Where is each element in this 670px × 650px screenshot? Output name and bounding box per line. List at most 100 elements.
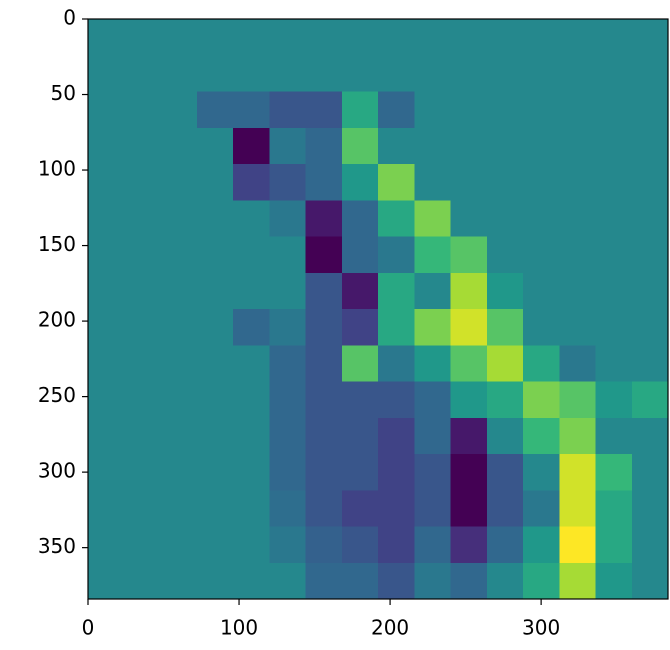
heatmap-cell [124, 55, 161, 92]
heatmap-cell [378, 526, 415, 564]
heatmap-cell [450, 562, 488, 600]
heatmap-cell [450, 454, 488, 491]
heatmap-cell [631, 345, 669, 382]
heatmap-cell [341, 164, 379, 201]
heatmap-cell [595, 417, 633, 455]
heatmap-cell [378, 309, 415, 346]
x-tick-label: 0 [82, 616, 95, 640]
heatmap-cell [269, 200, 306, 237]
heatmap-cell [631, 127, 669, 165]
heatmap-cell [88, 127, 125, 165]
heatmap-cell [486, 19, 524, 56]
heatmap-cell [196, 236, 234, 274]
heatmap-cell [414, 236, 451, 274]
heatmap-cell [559, 309, 596, 346]
heatmap-cell [486, 309, 524, 346]
heatmap-cell [378, 19, 415, 56]
heatmap-cell [595, 490, 633, 527]
heatmap-cell [559, 345, 596, 382]
heatmap-cell [269, 164, 306, 201]
heatmap-cell [631, 454, 669, 491]
heatmap-cell [305, 345, 343, 382]
heatmap-cell [269, 526, 306, 564]
heatmap-cell [414, 127, 451, 165]
y-tick-label: 200 [38, 308, 76, 332]
heatmap-cell [414, 272, 451, 310]
heatmap-cell [196, 309, 234, 346]
heatmap-cell [631, 417, 669, 455]
heatmap-cell [486, 91, 524, 129]
heatmap-cell [196, 272, 234, 310]
heatmap-cell [88, 309, 125, 346]
heatmap-cell [559, 164, 596, 201]
heatmap-cell [305, 164, 343, 201]
y-tick-label: 350 [38, 534, 76, 558]
y-tick-label: 150 [38, 232, 76, 256]
heatmap-cell [88, 345, 125, 382]
heatmap-cell [160, 345, 198, 382]
heatmap-cell [88, 490, 125, 527]
heatmap-cell [233, 526, 270, 564]
heatmap-cell [160, 91, 198, 129]
heatmap-cell [233, 454, 270, 491]
heatmap-cell [486, 526, 524, 564]
heatmap-cell [595, 309, 633, 346]
heatmap-cell [341, 345, 379, 382]
heatmap-cell [88, 272, 125, 310]
heatmap-cell [88, 526, 125, 564]
heatmap-cell [631, 381, 669, 419]
heatmap-cell [88, 91, 125, 129]
heatmap-cell [124, 345, 161, 382]
heatmap-cell [523, 200, 560, 237]
heatmap-cell [450, 127, 488, 165]
heatmap-cell [631, 526, 669, 564]
heatmap-cell [378, 200, 415, 237]
heatmap-cell [595, 526, 633, 564]
heatmap-cell [631, 490, 669, 527]
heatmap-cell [595, 164, 633, 201]
heatmap-cell [160, 417, 198, 455]
heatmap-cell [233, 309, 270, 346]
heatmap-cell [305, 127, 343, 165]
heatmap-cell [523, 454, 560, 491]
heatmap-cell [233, 164, 270, 201]
heatmap-cell [124, 381, 161, 419]
heatmap-cell [305, 236, 343, 274]
heatmap-cell [595, 345, 633, 382]
heatmap-cell [341, 272, 379, 310]
heatmap-cell [88, 454, 125, 491]
heatmap-cell [196, 381, 234, 419]
heatmap-cell [486, 55, 524, 92]
heatmap-cell [269, 19, 306, 56]
y-tick-label: 300 [38, 459, 76, 483]
heatmap-cell [305, 526, 343, 564]
heatmap-cell [341, 55, 379, 92]
heatmap-cell [523, 19, 560, 56]
heatmap-cell [124, 19, 161, 56]
heatmap-cell [414, 345, 451, 382]
heatmap-cell [305, 562, 343, 600]
heatmap-cell [450, 345, 488, 382]
heatmap-cell [124, 272, 161, 310]
heatmap-cell [124, 91, 161, 129]
heatmap-cell [378, 490, 415, 527]
heatmap-cell [233, 417, 270, 455]
heatmap-cell [233, 236, 270, 274]
heatmap-cell [305, 55, 343, 92]
heatmap-cell [486, 272, 524, 310]
heatmap-cell [559, 454, 596, 491]
heatmap-cell [196, 164, 234, 201]
heatmap-cell [486, 562, 524, 600]
heatmap-cell [160, 526, 198, 564]
heatmap-cell [378, 272, 415, 310]
heatmap-cell [160, 127, 198, 165]
heatmap-cell [523, 55, 560, 92]
heatmap-cell [595, 454, 633, 491]
heatmap-cell [631, 164, 669, 201]
heatmap-cell [631, 200, 669, 237]
heatmap-cell [559, 19, 596, 56]
heatmap-cell [124, 454, 161, 491]
heatmap-cell [160, 200, 198, 237]
heatmap-cell [160, 454, 198, 491]
heatmap-cell [414, 490, 451, 527]
